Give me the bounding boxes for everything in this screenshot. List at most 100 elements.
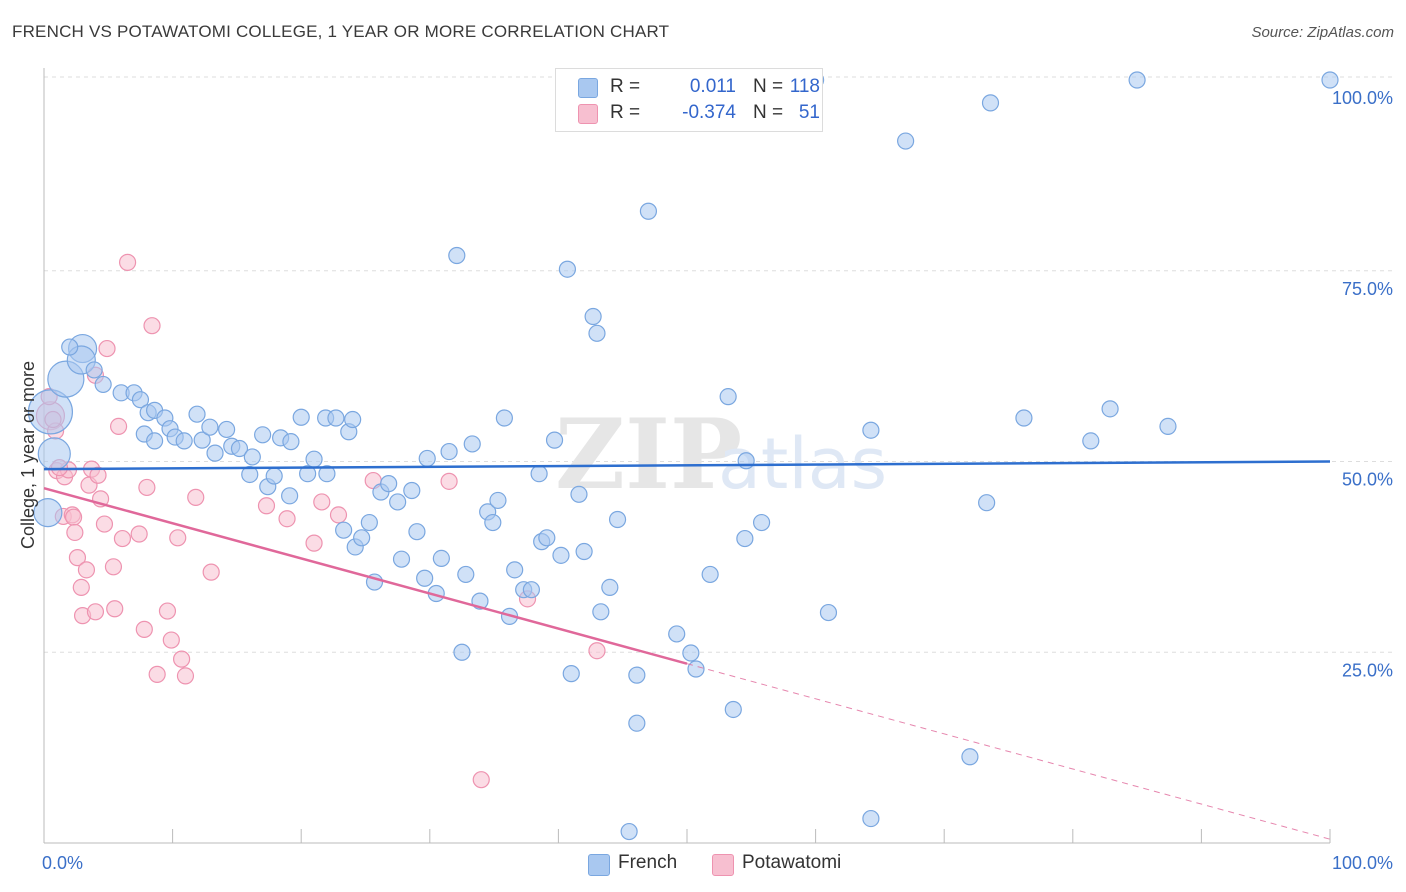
french-point-49 (380, 475, 398, 493)
french-point-80 (575, 542, 593, 561)
french-point-41 (335, 521, 353, 539)
french-point-75 (545, 431, 564, 449)
potawatomi-point-19 (95, 515, 114, 533)
french-point-71 (522, 581, 540, 599)
potawatomi-point-23 (109, 417, 128, 436)
tick-labels: 25.0% 50.0% 75.0% 100.0% 0.0% 100.0% (42, 88, 1393, 873)
potawatomi-trend-line (43, 486, 688, 665)
french-point-112 (620, 822, 638, 841)
french-point-37 (305, 450, 323, 468)
french-point-27 (243, 448, 261, 466)
french-point-97 (752, 513, 771, 532)
french-point-88 (639, 202, 658, 220)
french-point-23 (206, 444, 224, 462)
y-axis-label: College, 1 year or more (18, 361, 38, 549)
french-point-39 (318, 465, 336, 483)
potawatomi-point-7 (64, 508, 83, 526)
bottom-potawatomi-swatch (712, 854, 734, 876)
potawatomi-point-40 (305, 534, 323, 552)
potawatomi-points (35, 253, 606, 789)
french-point-66 (489, 491, 507, 510)
french-point-58 (440, 442, 458, 461)
potawatomi-point-25 (118, 253, 137, 271)
french-point-99 (819, 603, 838, 622)
french-point-89 (668, 625, 686, 643)
potawatomi-point-42 (329, 506, 348, 524)
french-point-100 (862, 809, 880, 828)
potawatomi-point-36 (187, 488, 205, 506)
french-n-label: N = (753, 76, 784, 97)
french-point-7 (85, 361, 103, 379)
french-point-46 (360, 513, 378, 532)
french-point-0 (27, 389, 74, 435)
chart-title: FRENCH VS POTAWATOMI COLLEGE, 1 YEAR OR … (12, 22, 670, 41)
potawatomi-point-33 (169, 529, 187, 547)
french-point-74 (538, 529, 556, 547)
french-swatch (578, 78, 598, 98)
french-point-65 (484, 513, 502, 532)
potawatomi-r-label: R = (610, 102, 641, 123)
french-point-111 (1321, 71, 1339, 89)
grid-layer (44, 76, 1395, 653)
potawatomi-point-8 (66, 523, 84, 542)
potawatomi-point-45 (472, 771, 490, 789)
potawatomi-point-27 (135, 620, 153, 638)
potawatomi-point-10 (72, 578, 90, 596)
french-point-21 (193, 431, 211, 449)
potawatomi-trend-extension (686, 663, 1331, 840)
potawatomi-point-32 (162, 631, 180, 649)
potawatomi-point-29 (143, 317, 161, 335)
french-point-3 (33, 498, 63, 528)
y-tick-label-100: 100.0% (1332, 88, 1393, 108)
french-point-62 (463, 435, 481, 453)
potawatomi-point-37 (202, 563, 220, 581)
potawatomi-point-20 (98, 339, 116, 358)
french-point-31 (265, 467, 283, 485)
french-point-61 (457, 565, 475, 584)
french-point-40 (327, 409, 345, 427)
french-point-93 (719, 388, 737, 406)
potawatomi-point-9 (68, 549, 87, 567)
potawatomi-point-38 (257, 497, 276, 515)
y-tick-label-50: 50.0% (1342, 470, 1393, 490)
potawatomi-n-value: 51 (798, 102, 820, 123)
french-point-67 (495, 409, 513, 427)
french-point-78 (562, 665, 580, 683)
potawatomi-point-15 (86, 603, 105, 621)
bottom-french-swatch (588, 854, 610, 876)
bottom-french-label: French (618, 852, 678, 873)
french-point-106 (1015, 409, 1033, 427)
french-point-54 (416, 569, 434, 587)
french-point-94 (724, 700, 742, 719)
french-point-45 (353, 529, 371, 547)
french-point-107 (1082, 432, 1100, 450)
french-point-81 (584, 307, 602, 326)
french-point-51 (392, 550, 411, 568)
potawatomi-point-35 (176, 667, 195, 685)
french-point-36 (299, 465, 317, 483)
french-point-92 (701, 565, 719, 584)
french-point-22 (201, 418, 219, 436)
watermark: ZIP atlas (555, 398, 887, 511)
french-point-108 (1101, 400, 1119, 418)
french-point-101 (862, 421, 880, 439)
x-tick-label-min: 0.0% (42, 853, 83, 873)
french-point-19 (175, 432, 193, 450)
french-point-57 (432, 549, 450, 568)
potawatomi-r-value: -0.374 (682, 102, 736, 123)
french-point-43 (344, 410, 362, 429)
french-r-label: R = (610, 76, 641, 97)
french-r-value: 0.011 (689, 76, 736, 97)
french-point-77 (558, 260, 577, 278)
potawatomi-point-31 (158, 602, 177, 620)
french-point-8 (94, 375, 112, 394)
french-point-28 (241, 465, 259, 484)
french-point-103 (961, 748, 979, 766)
french-point-53 (408, 523, 426, 541)
potawatomi-point-47 (588, 642, 606, 660)
french-point-35 (292, 408, 310, 426)
potawatomi-point-28 (138, 478, 156, 497)
potawatomi-point-39 (278, 510, 296, 528)
french-point-102 (897, 132, 915, 150)
french-point-1 (37, 437, 71, 471)
